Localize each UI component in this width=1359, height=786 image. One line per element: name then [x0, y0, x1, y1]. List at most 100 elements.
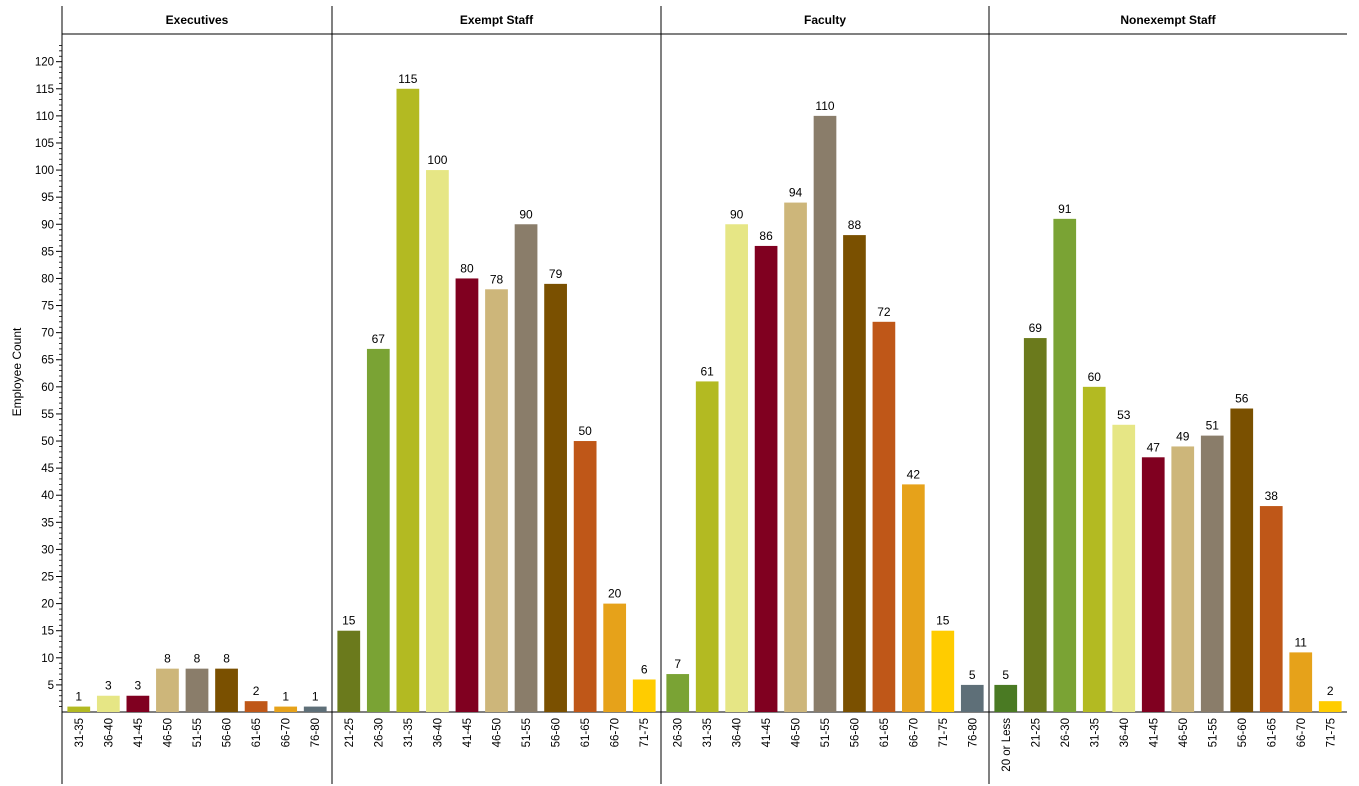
bar-value-label: 69 — [1029, 321, 1043, 335]
bar-36-40 — [426, 170, 449, 712]
bar-26-30 — [666, 674, 690, 712]
x-tick-label: 56-60 — [1237, 718, 1249, 747]
y-tick-label: 40 — [41, 490, 54, 502]
y-tick-label: 55 — [41, 409, 54, 421]
panel-title: Exempt Staff — [460, 13, 534, 27]
y-tick-label: 20 — [41, 599, 54, 611]
x-tick-label: 51-55 — [1207, 718, 1219, 747]
x-tick-label: 26-30 — [673, 718, 685, 747]
panel-nonexempt-staff: Nonexempt Staff 5 20 or Less 69 21-25 91 26-30… — [994, 13, 1342, 772]
bar-value-label: 11 — [1295, 635, 1308, 649]
x-tick-label: 46-50 — [492, 718, 504, 747]
x-tick-label: 76-80 — [967, 718, 979, 747]
x-tick-label: 61-65 — [879, 718, 891, 747]
bar-value-label: 86 — [759, 229, 773, 243]
x-tick-label: 20 or Less — [1001, 718, 1013, 772]
x-tick-label: 76-80 — [310, 718, 322, 747]
bar-51-55 — [1200, 435, 1224, 712]
y-tick-label: 15 — [41, 626, 54, 638]
bar-31-35 — [396, 88, 420, 713]
bar-value-label: 60 — [1088, 370, 1102, 384]
x-tick-label: 71-75 — [938, 718, 950, 747]
bar-value-label: 2 — [253, 684, 260, 698]
x-tick-label: 36-40 — [103, 718, 115, 747]
bar-value-label: 8 — [164, 652, 171, 666]
bar-46-50 — [1171, 446, 1195, 712]
bar-value-label: 80 — [460, 261, 474, 275]
x-tick-label: 66-70 — [281, 718, 293, 747]
bar-value-label: 100 — [427, 153, 447, 167]
y-tick-label: 80 — [41, 273, 54, 285]
y-tick-label: 70 — [41, 328, 54, 340]
y-tick-label: 35 — [41, 517, 54, 529]
bar-value-label: 3 — [135, 679, 142, 693]
x-tick-label: 31-35 — [702, 718, 714, 747]
y-axis: 5 10 15 20 25 30 35 40 45 50 55 60 65 70 75 80 85 90 95 100… — [35, 45, 62, 707]
bar-61-65 — [573, 441, 597, 712]
bar-20-or-less — [994, 684, 1018, 712]
bar-value-label: 15 — [342, 614, 356, 628]
x-tick-label: 61-65 — [580, 718, 592, 747]
bar-36-40 — [725, 224, 748, 713]
x-tick-label: 41-45 — [462, 718, 474, 747]
bar-value-label: 94 — [789, 186, 803, 200]
bar-41-45 — [754, 245, 778, 712]
x-tick-label: 56-60 — [222, 718, 234, 747]
bar-value-label: 20 — [608, 587, 622, 601]
x-tick-label: 31-35 — [74, 718, 86, 747]
bar-71-75 — [931, 630, 955, 712]
x-tick-label: 26-30 — [1060, 718, 1072, 747]
bar-46-50 — [784, 202, 807, 713]
bar-value-label: 5 — [969, 668, 976, 682]
bar-21-25 — [337, 630, 361, 712]
bar-value-label: 50 — [578, 424, 592, 438]
bar-26-30 — [1053, 218, 1077, 712]
bar-51-55 — [813, 115, 837, 712]
y-tick-label: 65 — [41, 355, 54, 367]
bar-46-50 — [156, 668, 179, 712]
bar-value-label: 67 — [372, 332, 386, 346]
bar-31-35 — [67, 706, 91, 712]
bar-value-label: 49 — [1176, 429, 1190, 443]
x-tick-label: 21-25 — [1030, 718, 1042, 747]
x-tick-label: 31-35 — [403, 718, 415, 747]
y-tick-label: 10 — [41, 653, 54, 665]
y-tick-label: 95 — [41, 192, 54, 204]
bar-61-65 — [1259, 506, 1283, 712]
x-tick-label: 41-45 — [133, 718, 145, 747]
bar-value-label: 72 — [877, 305, 891, 319]
panel-title: Nonexempt Staff — [1120, 13, 1216, 27]
bar-56-60 — [544, 283, 567, 712]
bar-31-35 — [1082, 386, 1106, 712]
bar-value-label: 61 — [701, 364, 715, 378]
y-tick-label: 105 — [35, 138, 54, 150]
bar-value-label: 115 — [398, 72, 417, 86]
bar-56-60 — [843, 235, 866, 712]
y-tick-label: 120 — [35, 57, 54, 69]
x-tick-label: 36-40 — [432, 718, 444, 747]
bar-value-label: 1 — [312, 690, 319, 704]
y-tick-label: 85 — [41, 246, 54, 258]
bar-value-label: 79 — [549, 267, 563, 281]
bar-value-label: 42 — [907, 467, 921, 481]
bar-31-35 — [695, 381, 719, 712]
bar-66-70 — [902, 484, 925, 712]
bar-56-60 — [1230, 408, 1254, 712]
x-tick-label: 51-55 — [820, 718, 832, 747]
bar-76-80 — [303, 706, 327, 712]
y-tick-label: 110 — [36, 111, 54, 123]
x-tick-label: 71-75 — [639, 718, 651, 747]
y-tick-label: 30 — [41, 544, 54, 556]
bar-51-55 — [514, 224, 538, 713]
bar-value-label: 88 — [848, 218, 862, 232]
bar-value-label: 90 — [730, 207, 744, 221]
x-tick-label: 46-50 — [1178, 718, 1190, 747]
bar-61-65 — [244, 701, 268, 712]
x-tick-label: 51-55 — [192, 718, 204, 747]
bar-value-label: 91 — [1058, 202, 1072, 216]
y-tick-label: 45 — [41, 463, 54, 475]
x-tick-label: 61-65 — [251, 718, 263, 747]
y-tick-label: 100 — [35, 165, 54, 177]
bar-value-label: 1 — [75, 690, 82, 704]
x-tick-label: 66-70 — [908, 718, 920, 747]
